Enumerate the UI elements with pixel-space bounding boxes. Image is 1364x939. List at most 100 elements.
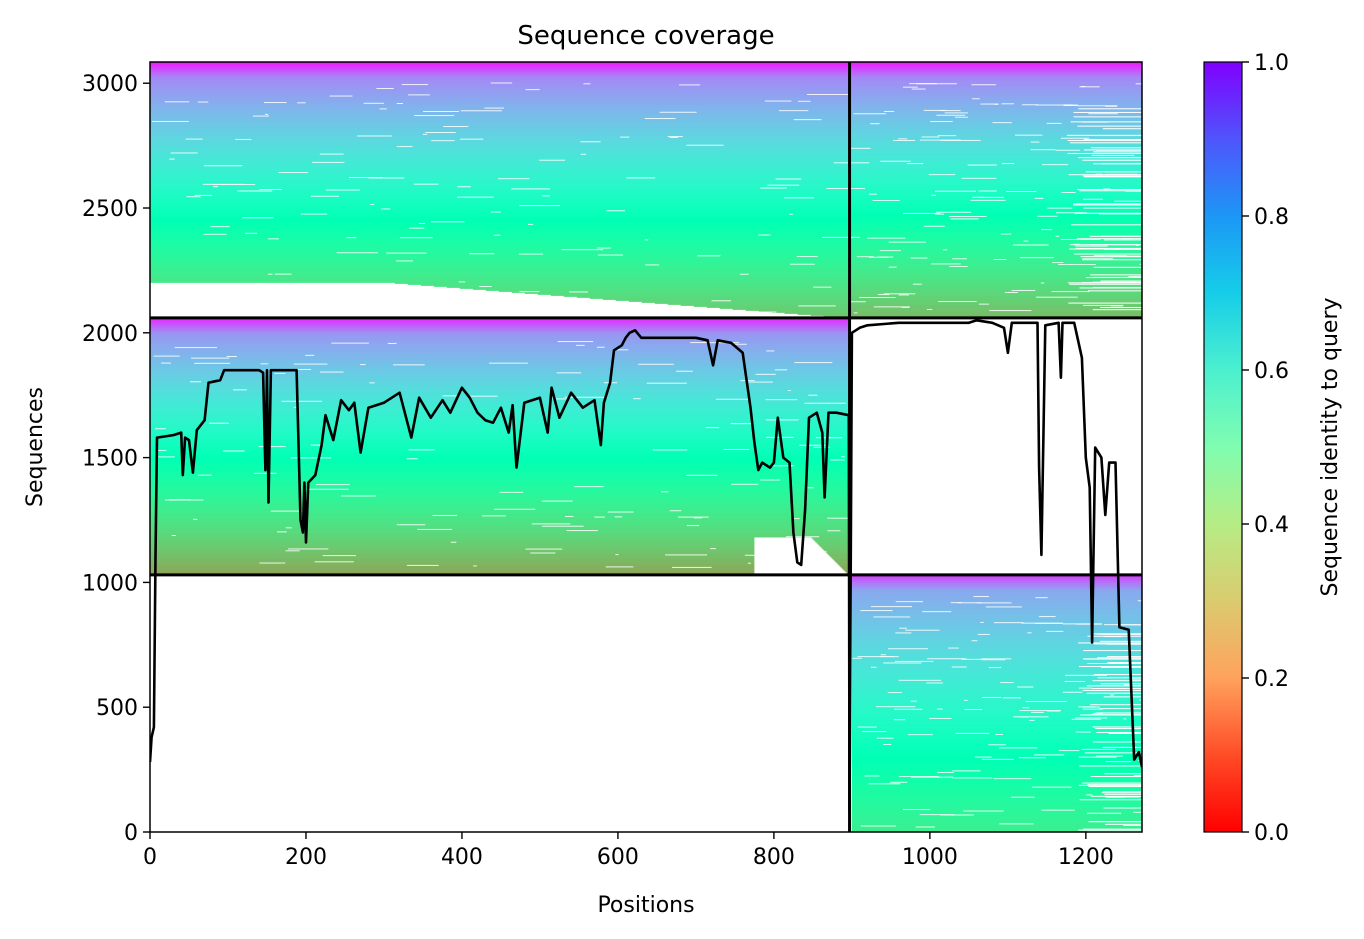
- block-row: [150, 461, 850, 464]
- block-row: [150, 456, 850, 459]
- gap-streak: [242, 217, 274, 219]
- gap-streak: [806, 93, 849, 95]
- block-row: [150, 79, 850, 81]
- edge-gap: [1097, 677, 1142, 679]
- block-row: [150, 353, 850, 356]
- gap-streak: [879, 250, 901, 252]
- block-row: [851, 785, 1142, 788]
- gap-streak: [493, 234, 501, 236]
- block-row: [150, 334, 850, 337]
- empty-region-row: [150, 309, 746, 311]
- block-row: [150, 413, 850, 416]
- block-row: [150, 73, 850, 75]
- block-row: [851, 755, 1142, 758]
- block-row: [849, 181, 1142, 183]
- block-row: [150, 221, 850, 223]
- gap-streak: [1013, 716, 1049, 718]
- block-row: [851, 812, 1142, 815]
- empty-region-row: [754, 541, 816, 543]
- gap-streak: [1055, 235, 1060, 237]
- gap-streak: [1020, 716, 1029, 718]
- gap-streak: [1021, 104, 1039, 106]
- gap-streak: [170, 152, 198, 154]
- block-row: [849, 239, 1142, 241]
- edge-gap: [1084, 176, 1142, 178]
- empty-region-row: [754, 563, 838, 565]
- block-row: [849, 136, 1142, 138]
- block-row: [150, 192, 850, 194]
- block-row: [150, 344, 850, 347]
- edge-gap: [1096, 732, 1142, 734]
- gap-streak: [566, 530, 598, 532]
- block-row: [150, 288, 850, 290]
- block-row: [150, 376, 850, 379]
- block-row: [150, 487, 850, 490]
- block-row: [150, 405, 850, 408]
- block-row: [150, 546, 850, 549]
- block-row: [849, 174, 1142, 176]
- block-row: [849, 258, 1142, 260]
- empty-region-row: [150, 287, 460, 289]
- block-row: [849, 194, 1142, 196]
- block-row: [150, 191, 850, 193]
- block-row: [150, 161, 850, 163]
- block-row: [150, 336, 850, 339]
- block-row: [150, 142, 850, 144]
- gap-streak: [614, 516, 623, 518]
- block-row: [150, 565, 850, 568]
- block-row: [849, 189, 1142, 191]
- edge-gap: [1102, 128, 1142, 130]
- gap-streak: [1040, 282, 1045, 284]
- gap-streak: [1035, 622, 1063, 624]
- block-row: [150, 171, 850, 173]
- gap-streak: [789, 213, 793, 215]
- block-row: [150, 424, 850, 427]
- block-row: [150, 78, 850, 80]
- block-row: [150, 85, 850, 87]
- block-row: [849, 139, 1142, 141]
- gap-streak: [1006, 191, 1037, 193]
- gap-streak: [432, 514, 457, 516]
- gap-streak: [422, 133, 428, 135]
- block-row: [849, 314, 1142, 316]
- block-row: [849, 169, 1142, 171]
- block-row: [150, 391, 850, 394]
- colorbar-tick-label: 0.2: [1254, 667, 1289, 692]
- block-row: [851, 736, 1142, 739]
- gap-streak: [357, 135, 392, 137]
- block-row: [851, 607, 1142, 610]
- block-row: [150, 259, 850, 261]
- block-row: [851, 760, 1142, 763]
- block-row: [150, 97, 850, 99]
- gap-streak: [919, 139, 961, 141]
- block-row: [849, 165, 1142, 167]
- block-row: [150, 475, 850, 478]
- block-row: [851, 746, 1142, 749]
- gap-streak: [895, 601, 923, 603]
- block-row: [849, 65, 1142, 67]
- block-row: [150, 473, 850, 476]
- block-row: [849, 69, 1142, 71]
- block-row: [849, 208, 1142, 210]
- edge-gap: [1103, 696, 1142, 698]
- block-row: [150, 549, 850, 552]
- gap-streak: [1108, 796, 1140, 798]
- empty-region-row: [754, 572, 847, 574]
- block-row: [849, 141, 1142, 143]
- edge-gap: [1092, 309, 1142, 311]
- block-row: [150, 510, 850, 513]
- block-row: [849, 96, 1142, 98]
- block-row: [150, 111, 850, 113]
- block-row: [150, 141, 850, 143]
- block-row: [150, 379, 850, 382]
- block-row: [150, 91, 850, 93]
- gap-streak: [1135, 83, 1142, 85]
- block-row: [849, 268, 1142, 270]
- block-row: [150, 282, 850, 284]
- gap-streak: [1133, 775, 1142, 777]
- block-row: [150, 554, 850, 557]
- x-tick-label: 400: [441, 845, 483, 870]
- gap-streak: [322, 555, 356, 557]
- block-row: [150, 509, 850, 512]
- gap-streak: [596, 346, 605, 348]
